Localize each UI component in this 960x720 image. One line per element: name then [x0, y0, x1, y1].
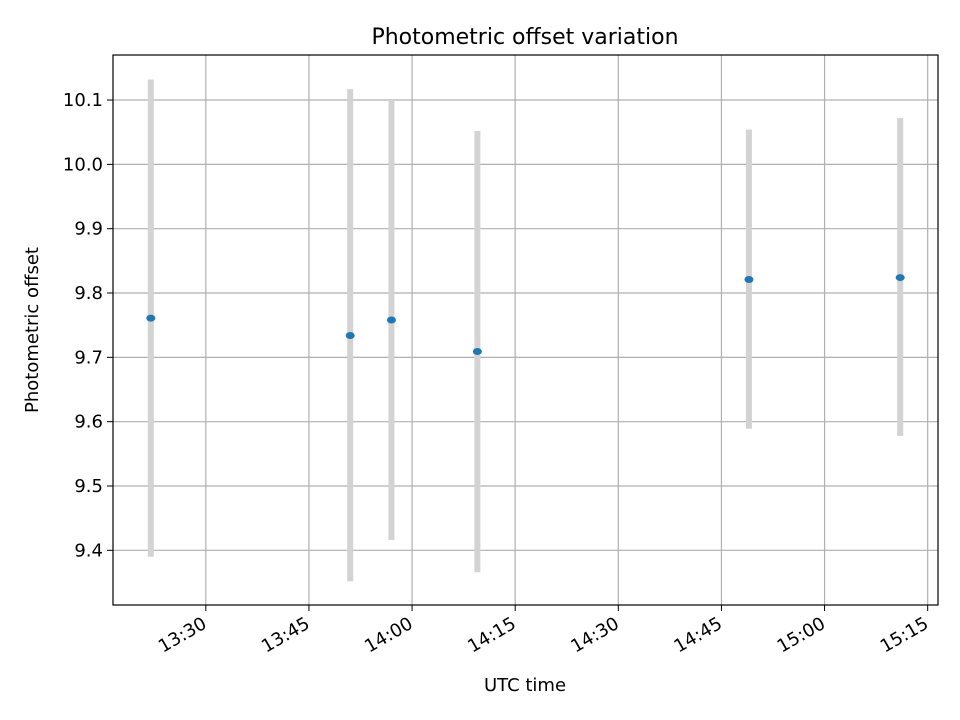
x-tick-label: 15:15 — [877, 613, 932, 657]
y-tick-label: 9.4 — [74, 540, 103, 561]
x-tick-label: 14:15 — [464, 613, 519, 657]
data-point — [146, 314, 156, 322]
y-tick-label: 10.1 — [63, 90, 103, 111]
x-axis: 13:30 13:45 14:00 14:15 14:30 14:45 15:00 15:15 — [155, 605, 932, 657]
data-point — [744, 276, 754, 284]
y-tick-label: 9.7 — [74, 347, 103, 368]
plot-frame — [112, 54, 939, 606]
x-tick-label: 14:30 — [567, 613, 622, 657]
x-tick-label: 14:45 — [671, 613, 726, 657]
x-tick-label: 13:30 — [155, 613, 210, 657]
chart-title: Photometric offset variation — [371, 25, 678, 50]
y-tick-label: 9.5 — [74, 476, 103, 497]
error-bars — [147, 79, 904, 582]
y-tick-label: 9.8 — [74, 283, 103, 304]
data-points — [146, 274, 905, 356]
data-point — [345, 331, 355, 339]
data-point — [386, 316, 396, 324]
x-tick-label: 15:00 — [774, 613, 829, 657]
y-tick-label: 9.9 — [74, 219, 103, 240]
x-axis-label: UTC time — [484, 675, 566, 696]
data-point — [895, 274, 905, 282]
x-tick-label: 13:45 — [258, 613, 313, 657]
y-tick-label: 10.0 — [63, 154, 103, 175]
data-point — [472, 348, 482, 356]
y-axis: 9.4 9.5 9.6 9.7 9.8 9.9 10.0 10.1 — [63, 90, 113, 561]
y-tick-label: 9.6 — [74, 412, 103, 433]
grid — [113, 55, 938, 605]
y-axis-label: Photometric offset — [22, 247, 43, 413]
x-tick-label: 14:00 — [361, 613, 416, 657]
